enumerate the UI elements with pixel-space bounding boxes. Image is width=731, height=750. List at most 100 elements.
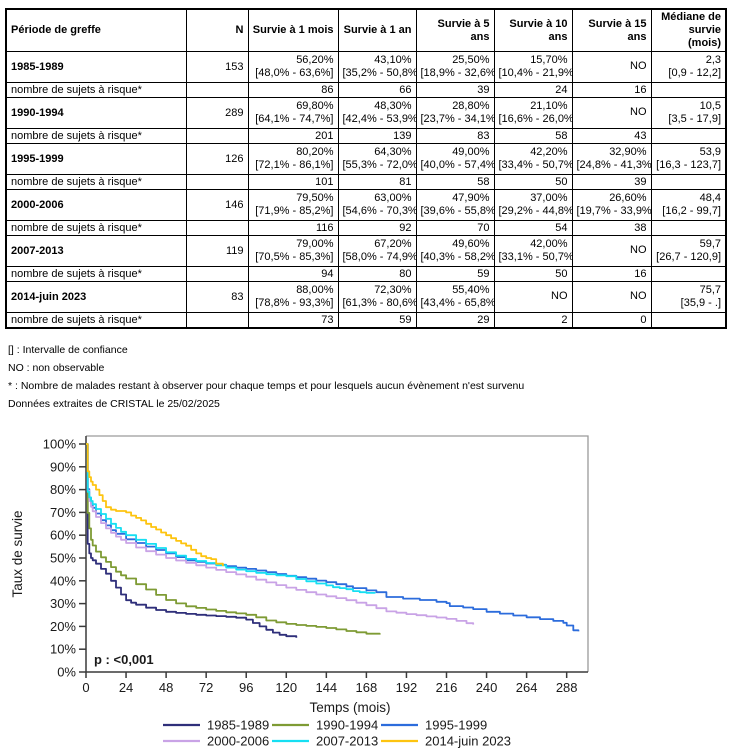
period-label: 2014-juin 2023 [5, 281, 187, 313]
n-value: 289 [185, 97, 249, 129]
survival-chart: p : <0,001 Temps (mois) Taux de survie 0… [10, 435, 589, 749]
table-header-row: Période de greffe N Survie à 1 mois Survie … [5, 8, 727, 52]
x-tick-label: 0 [82, 680, 89, 695]
footnote-line: [] : Intervalle de confiance [8, 344, 128, 356]
survival-cell: 59,7 [26,7 - 120,9] [650, 235, 727, 267]
plot-frame [86, 435, 589, 672]
header-cell: Survie à 15 ans [571, 8, 652, 52]
survival-cell: NO [571, 51, 652, 83]
y-tick-label: 20% [50, 619, 76, 634]
survival-cell: 75,7 [35,9 - .] [650, 281, 727, 313]
survival-cell: 49,00% [40,0% - 57,4%] [415, 143, 495, 175]
survival-curve-1990-1994 [86, 443, 381, 635]
survival-cell: 21,10% [16,6% - 26,0%] [493, 97, 573, 129]
survival-cell: 32,90% [24,8% - 41,3%] [571, 143, 652, 175]
at-risk-value: 24 [493, 82, 573, 98]
at-risk-value: 16 [571, 82, 652, 98]
confidence-interval: [71,9% - 85,2%] [255, 205, 334, 217]
confidence-interval: [42,4% - 53,9%] [342, 113, 416, 125]
empty-cell [185, 266, 249, 282]
survival-cell: 37,00% [29,2% - 44,8%] [493, 189, 573, 221]
at-risk-label: nombre de sujets à risque* [5, 266, 187, 282]
survival-cell: NO [493, 281, 573, 313]
legend-label: 1995-1999 [425, 718, 487, 733]
survival-cell: NO [571, 97, 652, 129]
survival-value: 42,00% [530, 237, 568, 250]
y-tick-label: 30% [50, 596, 76, 611]
x-axis-title: Temps (mois) [309, 700, 390, 715]
at-risk-value: 139 [337, 128, 417, 144]
confidence-interval: [10,4% - 21,9%] [498, 67, 572, 79]
confidence-interval: [0,9 - 12,2] [668, 67, 721, 79]
survival-cell: 72,30% [61,3% - 80,6%] [337, 281, 417, 313]
survival-cell: 28,80% [23,7% - 34,1%] [415, 97, 495, 129]
survival-cell: 80,20% [72,1% - 86,1%] [247, 143, 339, 175]
n-value: 126 [185, 143, 249, 175]
confidence-interval: [16,3 - 123,7] [656, 159, 721, 171]
at-risk-value: 86 [247, 82, 339, 98]
confidence-interval: [48,0% - 63,6%] [255, 67, 334, 79]
survival-curve-2000-2006 [86, 443, 475, 625]
confidence-interval: [33,1% - 50,7%] [498, 251, 572, 263]
at-risk-value: 38 [571, 220, 652, 236]
survival-value: 43,10% [374, 53, 412, 66]
x-tick-label: 72 [199, 680, 213, 695]
survival-value: 10,5 [699, 99, 721, 112]
y-tick-label: 50% [50, 551, 76, 566]
confidence-interval: [16,6% - 26,0%] [498, 113, 572, 125]
survival-value: 42,20% [530, 145, 568, 158]
survival-value: 80,20% [296, 145, 334, 158]
period-row: 2007-2013 119 79,00% [70,5% - 85,3%] 67,20%[… [5, 235, 727, 267]
at-risk-value: 0 [571, 312, 652, 329]
y-tick-label: 0% [57, 665, 76, 680]
at-risk-value: 201 [247, 128, 339, 144]
confidence-interval: [43,4% - 65,8%] [420, 297, 494, 309]
survival-value: NO [630, 60, 647, 73]
at-risk-value: 16 [571, 266, 652, 282]
survival-value: 2,3 [705, 53, 721, 66]
empty-cell [650, 174, 727, 190]
confidence-interval: [16,2 - 99,7] [662, 205, 721, 217]
empty-cell [650, 312, 727, 329]
n-value: 146 [185, 189, 249, 221]
empty-cell [185, 312, 249, 329]
at-risk-value: 50 [493, 174, 573, 190]
x-tick-label: 288 [556, 680, 578, 695]
header-cell: Médiane de survie (mois) [650, 8, 727, 52]
survival-cell: 63,00% [54,6% - 70,3%] [337, 189, 417, 221]
survival-value: 56,20% [296, 53, 334, 66]
survival-value: 15,70% [530, 53, 568, 66]
survival-value: 75,7 [699, 283, 721, 296]
survival-cell: 48,30% [42,4% - 53,9%] [337, 97, 417, 129]
empty-cell [185, 174, 249, 190]
survival-cell: 69,80% [64,1% - 74,7%] [247, 97, 339, 129]
x-tick-label: 216 [436, 680, 458, 695]
period-label: 1990-1994 [5, 97, 187, 129]
y-tick-label: 60% [50, 528, 76, 543]
period-row: 1985-1989 153 56,20% [48,0% - 63,6%] 43,10%[… [5, 51, 727, 83]
at-risk-row: nombre de sujets à risque* 101 81 58 50 39 [5, 174, 727, 190]
survival-cell: 56,20% [48,0% - 63,6%] [247, 51, 339, 83]
at-risk-value: 2 [493, 312, 573, 329]
empty-cell [185, 128, 249, 144]
empty-cell [185, 220, 249, 236]
period-label: 1995-1999 [5, 143, 187, 175]
empty-cell [650, 128, 727, 144]
at-risk-row: nombre de sujets à risque* 94 80 59 50 16 [5, 266, 727, 282]
survival-cell: 26,60% [19,7% - 33,9%] [571, 189, 652, 221]
y-tick-label: 100% [43, 437, 77, 452]
x-tick-label: 144 [315, 680, 337, 695]
at-risk-value: 59 [337, 312, 417, 329]
survival-value: 55,40% [452, 283, 490, 296]
survival-curve-2007-2013 [86, 443, 376, 594]
header-cell: N [185, 8, 249, 52]
survival-value: 28,80% [452, 99, 490, 112]
confidence-interval: [35,2% - 50,8%] [342, 67, 416, 79]
survival-value: 48,4 [699, 191, 721, 204]
survival-curve-1985-1989 [86, 443, 298, 638]
survival-value: 47,90% [452, 191, 490, 204]
confidence-interval: [55,3% - 72,0%] [342, 159, 416, 171]
x-tick-label: 240 [476, 680, 498, 695]
survival-cell: 67,20% [58,0% - 74,9%] [337, 235, 417, 267]
